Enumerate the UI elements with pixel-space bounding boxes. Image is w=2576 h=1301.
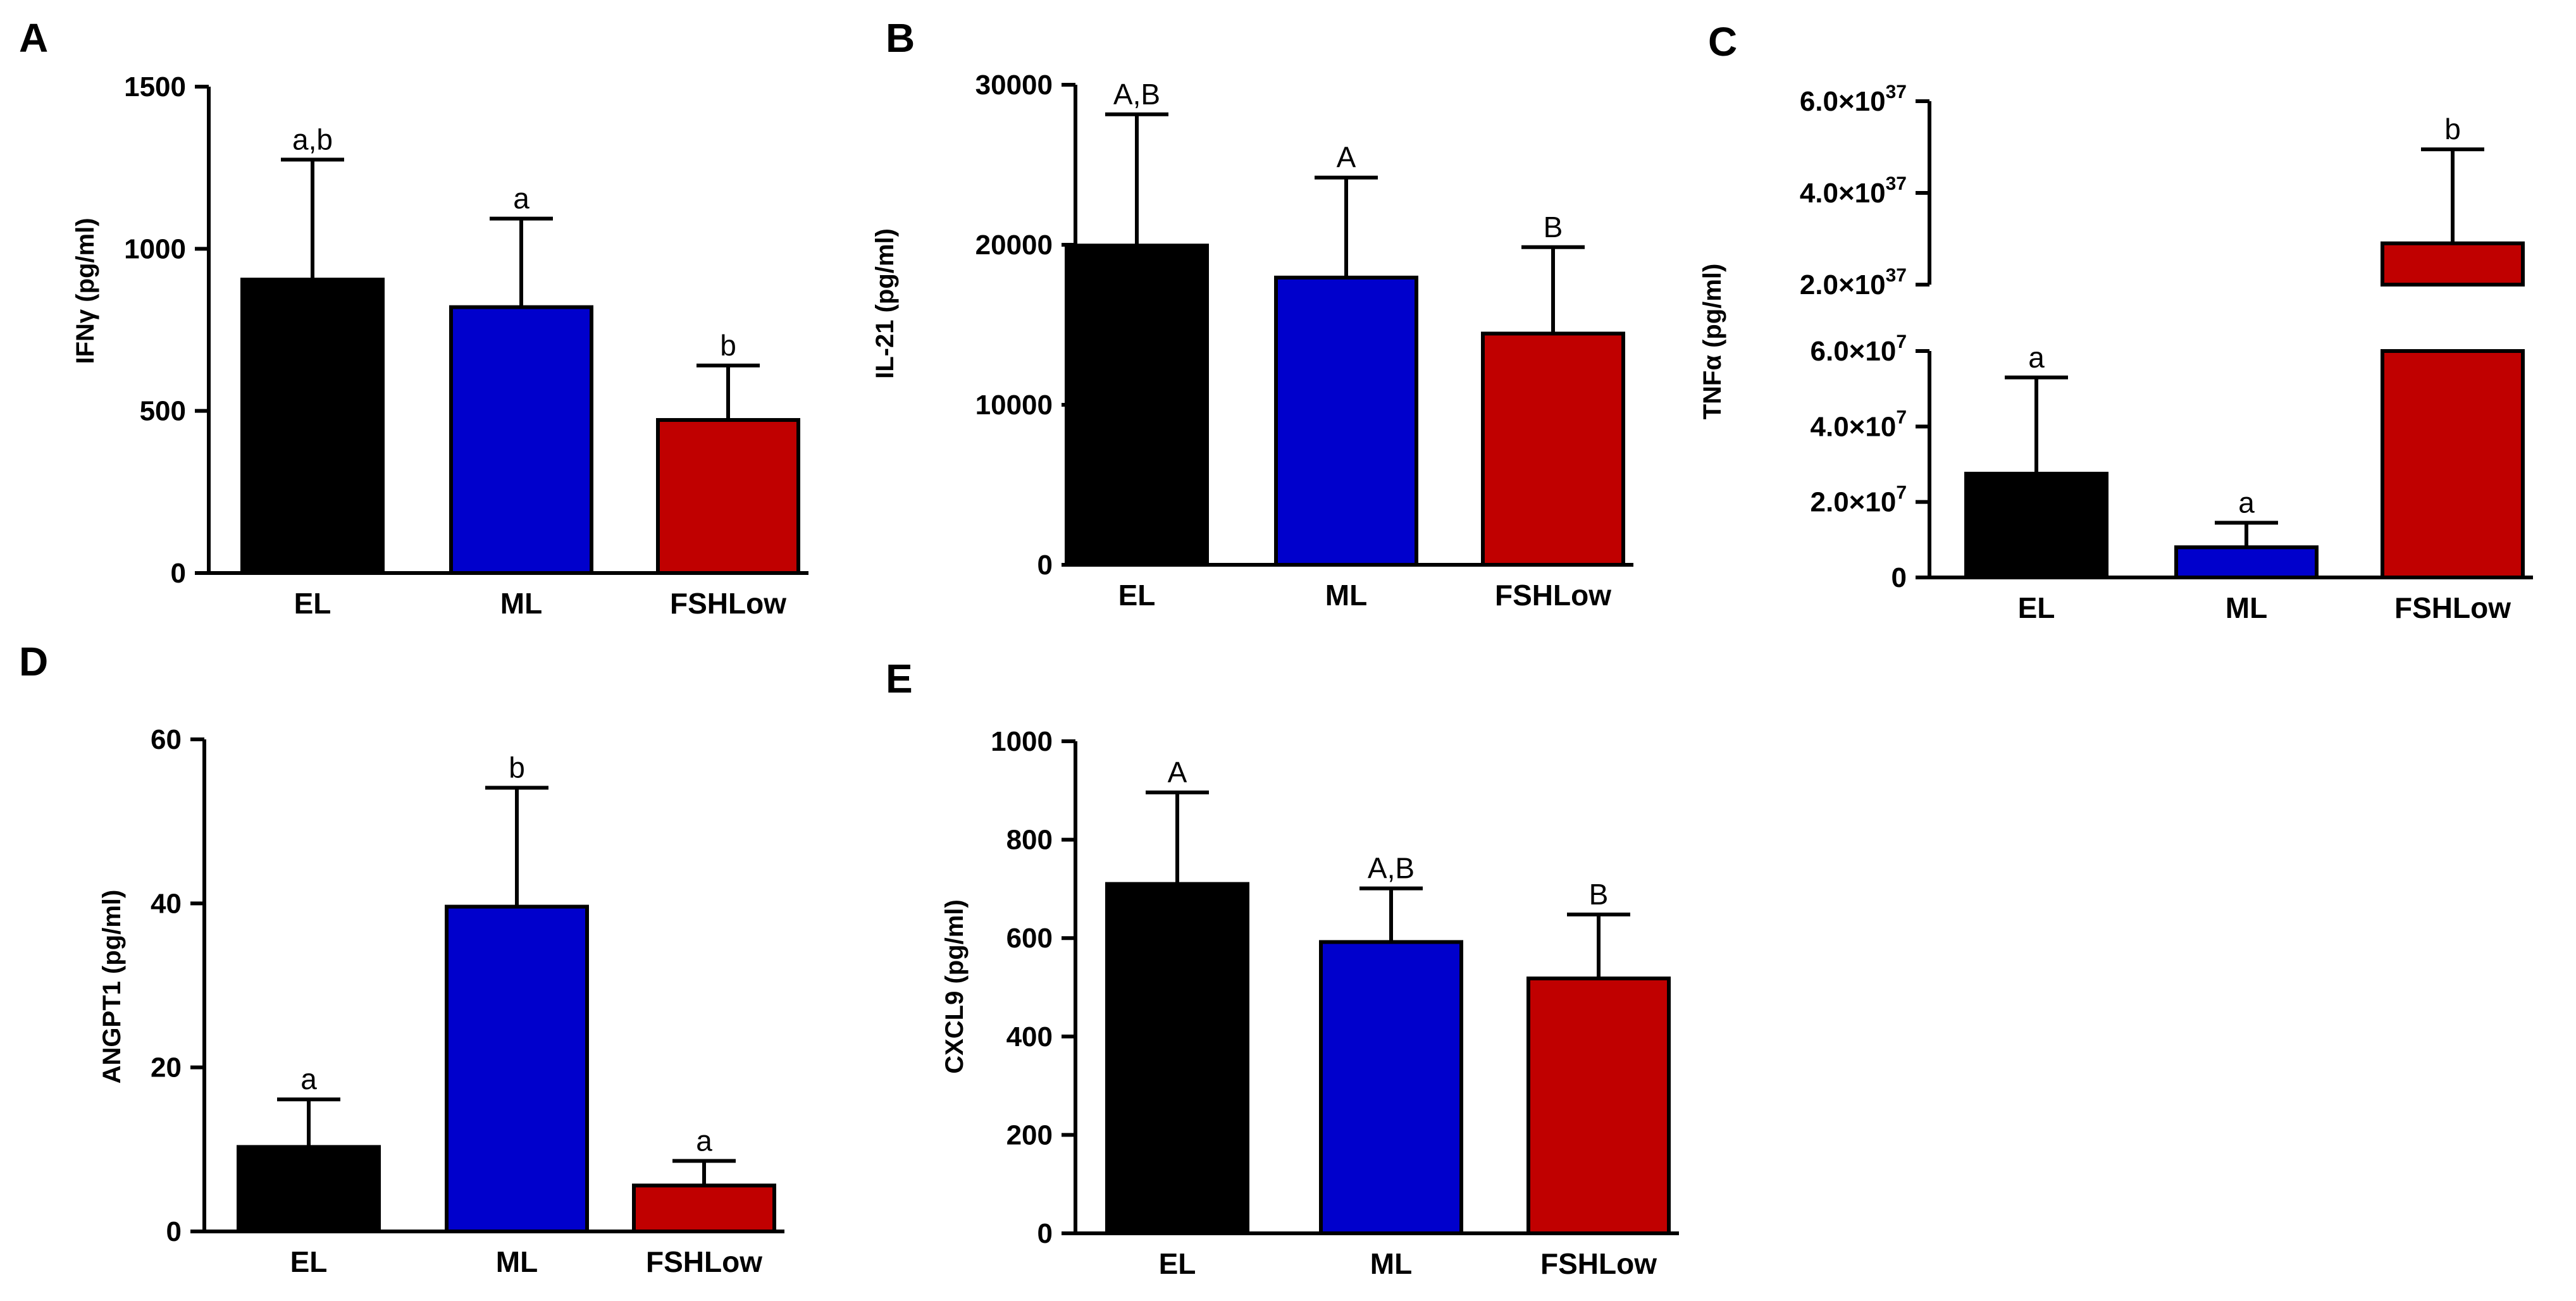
y-tick-label: 200 — [1006, 1119, 1053, 1150]
bar — [2381, 349, 2525, 579]
bar — [1065, 244, 1209, 567]
bar — [2174, 545, 2319, 579]
x-tick-label: ML — [2226, 591, 2267, 624]
y-tick-label: 20000 — [975, 230, 1053, 261]
panel-letter: C — [1708, 19, 1737, 65]
bar — [449, 305, 593, 575]
y-tick-label: 0 — [1037, 1218, 1053, 1249]
y-tick-label: 20 — [151, 1052, 182, 1083]
bar — [1105, 882, 1249, 1235]
y-tick-label: 600 — [1006, 923, 1053, 954]
significance-label: a — [513, 182, 529, 215]
y-axis-label: IFNγ (pg/ml) — [71, 218, 99, 364]
bar — [1526, 976, 1671, 1235]
y-axis-label: ANGPT1 (pg/ml) — [98, 890, 126, 1084]
bar — [2381, 241, 2525, 287]
x-tick-label: FSHLow — [1495, 579, 1611, 612]
panel-letter: E — [886, 656, 913, 701]
panel-e: E CXCL9 (pg/ml) 0 200 400 600 800 1000 A EL A,B ML… — [886, 656, 1679, 1280]
y-tick-label: 6.0×1037 — [1800, 82, 1907, 117]
y-tick-label: 4.0×107 — [1811, 407, 1907, 442]
significance-label: A,B — [1113, 78, 1160, 111]
significance-label: a — [696, 1124, 712, 1157]
bar — [1481, 331, 1625, 567]
bar — [237, 1145, 381, 1234]
x-tick-label: FSHLow — [1540, 1247, 1657, 1280]
y-tick-label: 4.0×1037 — [1800, 173, 1907, 209]
significance-label: A — [1337, 141, 1356, 174]
x-tick-label: EL — [294, 587, 331, 620]
x-tick-label: EL — [2018, 591, 2055, 624]
x-tick-label: EL — [290, 1245, 328, 1278]
y-axis-label: IL-21 (pg/ml) — [871, 228, 899, 379]
significance-label: B — [1544, 211, 1563, 244]
axis-break-gap — [2379, 287, 2527, 349]
panel-a: A IFNγ (pg/ml) 0 500 1000 1500 a,b EL a ML b FSHLo… — [19, 15, 808, 620]
y-tick-label: 0 — [1037, 550, 1053, 581]
y-axis-label: TNFα (pg/ml) — [1699, 264, 1726, 420]
y-tick-label: 1500 — [124, 71, 186, 102]
bar — [1964, 471, 2108, 580]
y-tick-label: 500 — [140, 396, 186, 427]
y-tick-label: 0 — [171, 558, 186, 589]
y-tick-label: 40 — [151, 888, 182, 919]
y-tick-label: 0 — [166, 1216, 182, 1247]
panel-d: D ANGPT1 (pg/ml) 0 20 40 60 a EL b ML a FSHLow — [19, 639, 784, 1278]
y-tick-label: 800 — [1006, 825, 1053, 856]
y-tick-label: 0 — [1892, 562, 1907, 593]
bar — [240, 278, 385, 575]
x-tick-label: ML — [1325, 579, 1367, 612]
panel-letter: D — [19, 639, 48, 684]
y-tick-label: 30000 — [975, 70, 1053, 101]
panel-letter: B — [886, 15, 915, 61]
significance-label: b — [2444, 113, 2461, 145]
panel-c: C TNFα (pg/ml) 0 2.0×107 4.0×107 6.0×107 2.0×… — [1699, 19, 2533, 624]
x-tick-label: ML — [500, 587, 542, 620]
significance-label: a — [300, 1063, 317, 1095]
significance-label: a,b — [292, 123, 333, 156]
x-tick-label: FSHLow — [670, 587, 786, 620]
y-axis-label: CXCL9 (pg/ml) — [941, 899, 969, 1074]
y-tick-label: 1000 — [124, 233, 186, 264]
x-tick-label: FSHLow — [646, 1245, 762, 1278]
y-tick-label: 2.0×107 — [1811, 483, 1907, 518]
x-tick-label: ML — [496, 1245, 538, 1278]
significance-label: A — [1168, 756, 1187, 789]
significance-label: B — [1589, 878, 1609, 911]
x-tick-label: FSHLow — [2394, 591, 2511, 624]
y-tick-label: 2.0×1037 — [1800, 265, 1907, 300]
bar — [656, 418, 800, 576]
bar — [1319, 940, 1463, 1235]
x-tick-label: EL — [1159, 1247, 1196, 1280]
bar — [632, 1183, 776, 1234]
y-tick-label: 400 — [1006, 1021, 1053, 1052]
panel-letter: A — [19, 15, 48, 61]
significance-label: a — [2238, 486, 2255, 519]
significance-label: A,B — [1368, 852, 1415, 885]
x-tick-label: ML — [1370, 1247, 1412, 1280]
x-tick-label: EL — [1118, 579, 1156, 612]
significance-label: b — [720, 329, 736, 362]
y-tick-label: 10000 — [975, 390, 1053, 421]
y-tick-label: 60 — [151, 724, 182, 755]
bar — [445, 904, 589, 1233]
y-tick-label: 1000 — [991, 726, 1053, 757]
bar — [1274, 275, 1418, 567]
significance-label: a — [2028, 341, 2045, 374]
significance-label: b — [509, 751, 525, 784]
y-tick-label: 6.0×107 — [1811, 331, 1907, 367]
panel-b: B IL-21 (pg/ml) 0 10000 20000 30000 A,B EL A ML B… — [871, 15, 1633, 612]
